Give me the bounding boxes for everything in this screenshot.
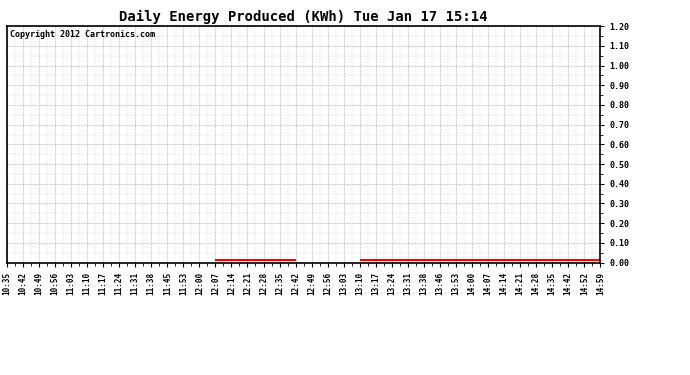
Text: Copyright 2012 Cartronics.com: Copyright 2012 Cartronics.com (10, 30, 155, 39)
Title: Daily Energy Produced (KWh) Tue Jan 17 15:14: Daily Energy Produced (KWh) Tue Jan 17 1… (119, 9, 488, 24)
